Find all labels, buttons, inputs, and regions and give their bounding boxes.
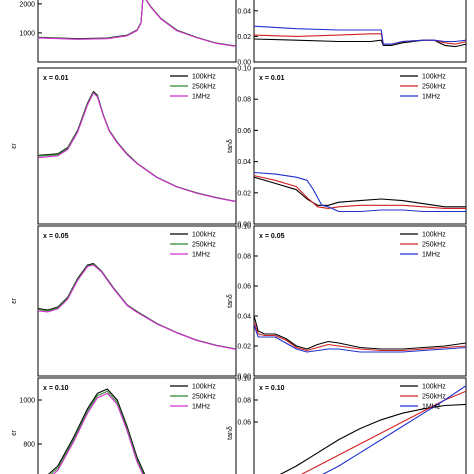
- series-line: [254, 176, 466, 208]
- series-line: [254, 315, 466, 350]
- series-group: [254, 25, 466, 48]
- series-line: [47, 388, 146, 474]
- series-line: [38, 263, 236, 350]
- composition-label: x = 0.05: [259, 233, 285, 240]
- composition-label: x = 0.01: [43, 75, 69, 82]
- y-tick-label: 0.10: [237, 376, 251, 383]
- y-axis-label: εr: [11, 298, 18, 304]
- y-tick-label: 2000: [19, 1, 35, 8]
- legend-label: 100kHz: [192, 384, 216, 391]
- series-line: [254, 25, 466, 45]
- series-group: [38, 262, 236, 350]
- series-line: [254, 33, 466, 45]
- plot-frame: [37, 0, 237, 63]
- plot-frame: [37, 377, 237, 474]
- composition-label: x = 0.10: [259, 385, 285, 392]
- y-tick-label: 0.00: [237, 222, 251, 229]
- panel-eps-001: x = 0.01 100kHz 250kHz 1MHz εr: [11, 67, 237, 225]
- legend-label: 100kHz: [422, 232, 446, 239]
- legend-label: 100kHz: [422, 74, 446, 81]
- legend-label: 100kHz: [192, 232, 216, 239]
- y-tick-label: 0.00: [237, 374, 251, 381]
- y-axis-label: tanδ: [227, 426, 234, 440]
- composition-label: x = 0.05: [43, 233, 69, 240]
- panel-eps-top: 1000 2000: [19, 0, 237, 63]
- series-line: [254, 171, 466, 213]
- y-tick-label: 0.10: [237, 224, 251, 231]
- legend-label: 250kHz: [422, 84, 446, 91]
- panel-tan-001: 0.00 0.02 0.04 0.06 0.08 0.10 x = 0.01 100kHz 25…: [227, 66, 467, 229]
- y-tick-label: 0.04: [237, 314, 251, 321]
- series-group: [254, 315, 466, 353]
- y-tick-label: 1000: [19, 30, 35, 37]
- series-group: [38, 0, 236, 47]
- y-tick-label: 1000: [19, 398, 35, 405]
- composition-label: x = 0.01: [259, 75, 285, 82]
- legend-label: 250kHz: [422, 394, 446, 401]
- series-line: [38, 0, 236, 47]
- series-line: [38, 262, 236, 350]
- series-line: [38, 264, 236, 350]
- plot-frame: [253, 0, 467, 63]
- panel-tan-005: 0.00 0.02 0.04 0.06 0.08 0.10 x = 0.05 100kHz 25…: [227, 224, 467, 381]
- composition-label: x = 0.10: [43, 385, 69, 392]
- series-line: [300, 390, 466, 474]
- series-line: [38, 90, 236, 202]
- plot-frame: [253, 377, 467, 474]
- legend-label: 1MHz: [192, 252, 211, 259]
- plot-frame: [37, 225, 237, 377]
- plot-frame: [253, 67, 467, 225]
- legend-label: 250kHz: [192, 242, 216, 249]
- legend-label: 1MHz: [422, 404, 441, 411]
- y-axis-label: tanδ: [227, 294, 234, 308]
- series-line: [322, 385, 466, 474]
- series-line: [254, 38, 466, 48]
- y-axis-label: εr: [11, 143, 18, 149]
- y-tick-label: 0.06: [237, 284, 251, 291]
- y-tick-label: 0.08: [237, 254, 251, 261]
- y-tick-label: 0.04: [237, 8, 251, 15]
- plot-frame: [253, 225, 467, 377]
- legend-label: 250kHz: [422, 242, 446, 249]
- series-line: [254, 175, 466, 209]
- y-axis-label: tanδ: [227, 139, 234, 153]
- series-group: [38, 90, 236, 203]
- legend-label: 250kHz: [192, 84, 216, 91]
- legend-label: 1MHz: [192, 94, 211, 101]
- series-line: [254, 324, 466, 353]
- series-group: [254, 171, 466, 213]
- y-tick-label: 0.08: [237, 398, 251, 405]
- legend-label: 100kHz: [192, 74, 216, 81]
- plot-frame: [37, 67, 237, 225]
- y-tick-label: 0.02: [237, 190, 251, 197]
- series-line: [38, 92, 236, 203]
- series-line: [50, 390, 145, 474]
- y-tick-label: 0.06: [237, 128, 251, 135]
- y-tick-label: 800: [23, 442, 35, 449]
- legend-label: 1MHz: [192, 404, 211, 411]
- series-line: [52, 392, 144, 474]
- y-tick-label: 0.02: [237, 34, 251, 41]
- series-group: [47, 388, 146, 474]
- series-line: [279, 403, 466, 474]
- y-tick-label: 0.08: [237, 97, 251, 104]
- panel-eps-005: x = 0.05 100kHz 250kHz 1MHz εr: [11, 225, 237, 377]
- series-group: [279, 385, 466, 474]
- legend-label: 100kHz: [422, 384, 446, 391]
- panel-tan-top: 0.00 0.02 0.04: [237, 0, 467, 67]
- series-line: [254, 321, 466, 352]
- y-tick-label: 0.04: [237, 159, 251, 166]
- y-axis-label: εr: [11, 430, 18, 436]
- y-tick-label: 0.06: [237, 420, 251, 427]
- y-tick-label: 0.02: [237, 344, 251, 351]
- y-tick-label: 0.10: [237, 66, 251, 73]
- legend-label: 1MHz: [422, 94, 441, 101]
- legend-label: 250kHz: [192, 394, 216, 401]
- panel-tan-010: 0.06 0.08 0.10 x = 0.10 100kHz 250kHz 1MHz tanδ: [227, 376, 467, 474]
- y-tick-label: 0.00: [237, 60, 251, 67]
- legend-label: 1MHz: [422, 252, 441, 259]
